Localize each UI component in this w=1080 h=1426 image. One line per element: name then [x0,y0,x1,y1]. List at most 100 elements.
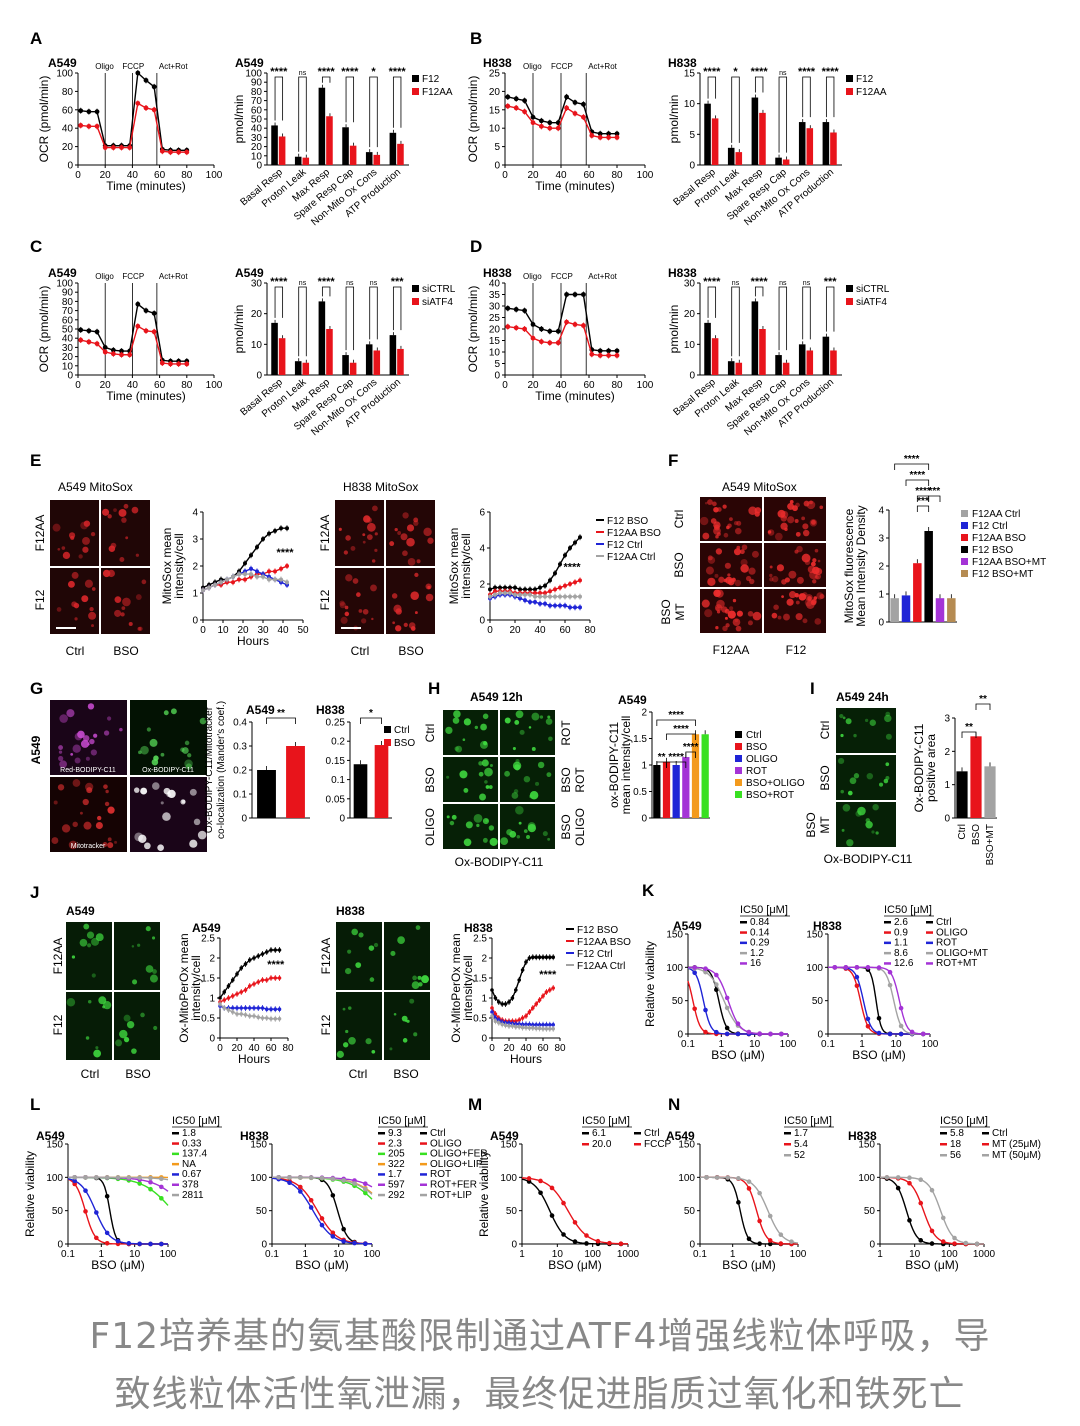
legend-ic50: 1.8 [182,1128,196,1139]
data-point [507,1000,511,1004]
data-point [767,1213,773,1219]
data-point [918,1200,924,1206]
cell-signal [57,547,61,551]
cell-signal [875,831,879,835]
cell-signal [102,508,110,516]
significance-bracket [298,76,307,152]
cell-signal [82,537,90,545]
y-tick-label: 40 [251,124,263,135]
cell-signal [871,830,875,834]
micrograph-tile [836,755,896,800]
cell-signal [476,823,480,828]
dose-response-curve [521,1178,629,1245]
legend-swatch [420,1152,427,1156]
y-tick-label: 10 [62,361,74,372]
row-label: OLIGO [573,808,587,846]
legend-swatch [740,962,747,965]
x-tick-label: 20 [100,380,112,391]
data-point [247,1006,252,1010]
cell-signal [547,837,551,841]
data-point [572,111,578,116]
data-point [520,1025,525,1030]
cell-signal [348,1036,356,1045]
cell-signal [157,844,164,852]
cell-signal [857,806,866,816]
data-point [537,1026,542,1031]
cell-signal [86,931,95,939]
cell-signal [71,571,79,579]
x-axis-label: Hours [238,1052,270,1066]
cell-signal [736,545,741,550]
data-point [507,1024,511,1028]
data-point [703,1007,708,1013]
cell-signal [842,716,846,720]
significance-label: ** [965,722,973,733]
y-tick-label: 150 [858,1140,875,1151]
bar [318,87,326,165]
data-point [239,990,244,994]
data-point [488,587,492,592]
x-axis-label: Time (minutes) [106,179,186,193]
cell-signal [463,787,469,793]
legend-label: F12AA BSO [972,533,1026,544]
legend-swatch [884,951,891,955]
x-tick-label: 40 [127,170,139,181]
image-caption: Ox-BODIPY-C11 [824,852,913,866]
data-point [573,580,577,585]
significance-label: **** [683,742,699,753]
cell-signal [705,566,714,575]
y-tick-label: 30 [489,302,501,313]
cell-signal [121,517,127,523]
cell-signal [402,550,408,557]
y-tick-label: 2 [878,562,884,573]
row-label: F12 [319,1014,333,1035]
cell-signal [812,579,817,584]
chart-title: A549 [235,56,264,70]
cell-signal [393,1012,397,1016]
data-point [219,580,223,585]
data-point [298,1189,303,1194]
micrograph-tile [336,922,382,990]
y-axis-label: Relative viability [477,1151,491,1237]
data-point [255,574,259,579]
data-point [854,965,860,970]
legend-label: siATF4 [856,297,887,308]
data-point [143,328,149,334]
y-axis-label: pmol/min [232,305,246,354]
data-point [589,133,595,138]
y-tick-label: 150 [46,1140,63,1151]
cell-signal [358,609,363,613]
data-point [589,351,595,357]
data-point [522,308,527,313]
panel-letter-D: D [470,237,482,256]
y-tick-label: 50 [62,325,74,336]
x-tick-label: 1000 [973,1249,996,1260]
cell-signal [410,591,419,600]
legend-swatch [172,1142,179,1145]
data-point [243,577,247,582]
panel-letter-L: L [30,1095,40,1114]
micrograph-tile [114,992,160,1060]
cell-signal [373,942,379,948]
legend-title: IC50 [μM] [172,1115,220,1127]
y-tick-label: 100 [46,1173,63,1184]
cell-signal [78,554,83,559]
y-axis-label: OCR (pmol/min) [466,76,480,163]
cell-signal [713,521,721,529]
legend-ic50: 8.6 [894,948,908,959]
significance-bracket [778,286,788,351]
row-label: F12AA [33,515,47,552]
y-tick-label: 30 [684,279,696,290]
cell-signal [58,750,63,754]
data-point [83,1188,88,1193]
data-point [510,996,515,1000]
data-point [168,361,173,367]
cell-signal [79,938,88,947]
cell-signal [729,606,734,611]
cell-signal [707,556,716,564]
bar [342,127,349,165]
cell-signal [453,710,461,718]
cell-signal [845,718,852,725]
data-point [876,1030,882,1036]
